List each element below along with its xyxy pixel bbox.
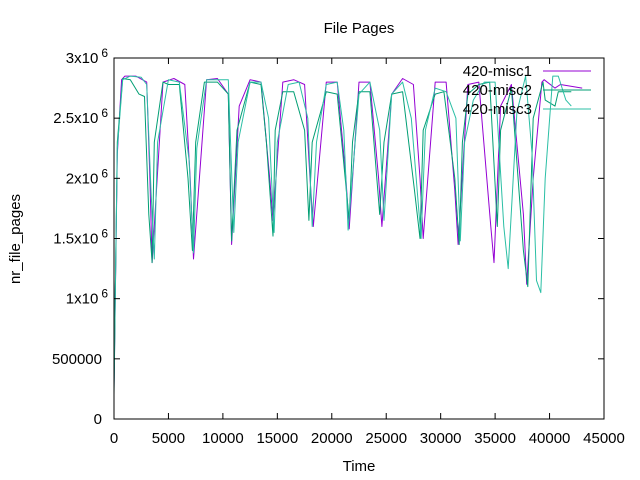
y-tick-label-exponent: 6: [101, 227, 108, 241]
x-tick-label: 0: [110, 430, 118, 447]
y-tick-label-base: 0: [94, 411, 102, 428]
plot-lines: [113, 75, 583, 395]
y-tick-label: 0: [94, 411, 102, 428]
series-line-420-misc3: [113, 75, 572, 383]
y-tick-label-base: 2.5x10: [53, 110, 98, 127]
y-axis-label: nr_file_pages: [7, 194, 24, 284]
y-tick-label: 1x10 6: [66, 287, 109, 308]
y-tick-label-exponent: 6: [101, 287, 108, 301]
x-tick-label: 15000: [256, 430, 298, 447]
x-axis-label: Time: [343, 458, 376, 475]
plot-frame: [113, 57, 605, 420]
y-tick-label-exponent: 6: [101, 46, 108, 60]
chart-title: File Pages: [324, 20, 395, 37]
x-tick-label: 35000: [474, 430, 516, 447]
series-line-420-misc2: [113, 78, 572, 395]
y-tick-label: 1.5x10 6: [53, 227, 108, 248]
x-tick-label: 5000: [152, 430, 185, 447]
x-tick-label: 40000: [529, 430, 571, 447]
x-tick-label: 10000: [202, 430, 244, 447]
legend-label: 420-misc2: [463, 82, 532, 99]
y-tick-label-base: 3x10: [66, 50, 99, 67]
y-tick-label: 3x10 6: [66, 46, 109, 67]
y-tick-label-exponent: 6: [101, 106, 108, 120]
x-tick-label: 45000: [583, 430, 625, 447]
y-tick-label: 500000: [52, 351, 102, 368]
legend-label: 420-misc1: [463, 63, 532, 80]
y-tick-label-base: 1x10: [66, 291, 99, 308]
y-tick-label-base: 500000: [52, 351, 102, 368]
legend-label: 420-misc3: [463, 101, 532, 118]
x-tick-label: 30000: [420, 430, 462, 447]
y-tick-label: 2x10 6: [66, 166, 109, 187]
y-tick-label-exponent: 6: [101, 166, 108, 180]
x-tick-label: 25000: [365, 430, 407, 447]
y-tick-label-base: 1.5x10: [53, 231, 98, 248]
series-line-420-misc1: [113, 75, 583, 389]
y-tick-label-base: 2x10: [66, 170, 99, 187]
legend: 420-misc1 420-misc2 420-misc3: [463, 63, 591, 118]
x-tick-label: 20000: [311, 430, 353, 447]
axis-ticks: 0 5000 10000 15000 20000 25000 30000 35000 40000…: [52, 46, 625, 447]
y-tick-label: 2.5x10 6: [53, 106, 108, 127]
